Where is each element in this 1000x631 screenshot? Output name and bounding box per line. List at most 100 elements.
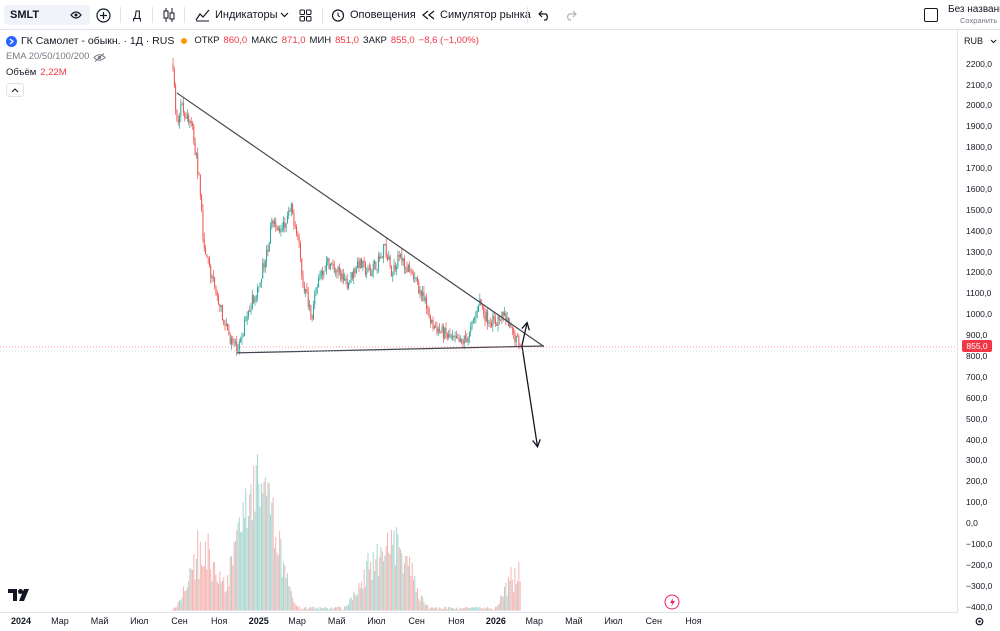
lightning-icon[interactable] (664, 594, 680, 610)
candle-body (195, 153, 197, 156)
volume-bar (419, 601, 421, 611)
candle-body (485, 311, 487, 322)
redo-button[interactable] (564, 0, 577, 30)
volume-bar (415, 591, 417, 611)
save-button[interactable]: Сохранить (960, 16, 998, 25)
price-tick-label: −100,0 (966, 538, 993, 549)
time-axis[interactable]: 2024 Мар Май Июл Сен Ноя 2025 Мар Май Июл Сен Ноя 20… (0, 612, 957, 631)
gear-icon[interactable] (974, 616, 985, 627)
volume-bar (463, 608, 465, 611)
price-tick-label: 1000,0 (966, 309, 992, 320)
volume-bar (197, 530, 199, 611)
indicators-dropdown[interactable] (280, 0, 289, 30)
arrow-line[interactable] (521, 345, 539, 447)
volume-label[interactable]: Объём (6, 67, 37, 78)
candle-body (483, 307, 485, 315)
replay-button[interactable]: Симулятор рынка (422, 0, 531, 30)
candle-body (367, 267, 369, 273)
volume-bar (511, 579, 513, 611)
candle-body (198, 173, 200, 176)
candle-body (219, 304, 221, 308)
collapse-legend-button[interactable] (6, 83, 24, 97)
alerts-button[interactable]: Оповещения (331, 0, 416, 30)
candle-body (315, 288, 317, 294)
volume-bar (478, 608, 480, 611)
price-tick-label: 300,0 (966, 455, 988, 466)
candle-body (346, 278, 348, 288)
volume-bar (457, 609, 459, 611)
time-tick-label: Май (90, 616, 109, 626)
high-label: МАКС (251, 35, 278, 46)
trendline[interactable] (176, 92, 545, 348)
arrow-line[interactable] (521, 322, 528, 346)
volume-bar (396, 527, 398, 611)
open-label: ОТКР (194, 35, 220, 46)
volume-bar (400, 549, 402, 611)
candle-body (461, 338, 463, 342)
volume-bar (342, 609, 344, 611)
candle-body (182, 103, 184, 113)
candle-body (372, 263, 374, 273)
volume-bar (510, 567, 512, 611)
candle-body (333, 263, 335, 272)
undo-button[interactable] (538, 0, 551, 30)
volume-bar (299, 609, 301, 611)
volume-bar (375, 559, 377, 611)
tradingview-logo[interactable] (8, 588, 30, 606)
price-chart[interactable] (0, 30, 957, 612)
volume-bar (315, 607, 317, 611)
candle-body (405, 267, 407, 269)
candle-body (444, 328, 446, 339)
candle-body (411, 272, 413, 275)
volume-bar (173, 607, 175, 611)
candle-body (242, 335, 244, 337)
candle-body (228, 330, 230, 336)
symbol-search-button[interactable]: SMLT (4, 5, 90, 25)
candle-body (290, 204, 292, 212)
candle-body (241, 336, 243, 340)
volume-bar (314, 609, 316, 611)
volume-bar (198, 578, 200, 611)
candle-body (496, 324, 498, 326)
volume-bar (316, 608, 318, 611)
eye-hidden-icon[interactable] (93, 52, 107, 62)
volume-bar (484, 607, 486, 611)
legend-title[interactable]: ГК Самолет - обыкн. · 1Д · RUS (21, 35, 175, 47)
volume-bar (206, 569, 208, 611)
symbol-logo-icon (6, 35, 17, 47)
candle-body (257, 287, 259, 296)
volume-bar (223, 577, 225, 611)
chart-type-button[interactable] (162, 0, 176, 30)
layout-checkbox[interactable] (924, 0, 938, 30)
volume-bar (188, 580, 190, 611)
interval-button[interactable]: Д (133, 8, 142, 22)
price-axis[interactable]: RUB 2200,0 2100,0 2000,0 1900,0 1800,0 1700,0… (957, 30, 1000, 613)
chevron-down-icon[interactable] (990, 39, 997, 44)
candle-body (375, 261, 377, 270)
volume-bar (359, 587, 361, 611)
ema-indicator-label[interactable]: EMA 20/50/100/200 (6, 51, 90, 62)
candle-body (383, 244, 385, 258)
volume-bar (212, 562, 214, 611)
volume-bar (312, 606, 314, 611)
volume-bar (249, 494, 251, 611)
volume-bar (519, 581, 521, 611)
indicators-button[interactable]: Индикаторы (195, 0, 278, 30)
volume-bar (480, 608, 482, 611)
candle-body (410, 268, 412, 273)
layout-name[interactable]: Без названи (948, 4, 1000, 15)
volume-bar (231, 555, 233, 611)
currency-button[interactable]: RUB (964, 36, 984, 46)
candle-body (270, 227, 272, 243)
volume-bar (267, 482, 269, 611)
candle-body (299, 243, 301, 259)
volume-bar (245, 488, 247, 611)
layouts-button[interactable] (299, 0, 312, 30)
add-symbol-button[interactable] (96, 0, 111, 30)
volume-bar (281, 577, 283, 611)
compare-symbol-icon[interactable] (70, 9, 82, 21)
candle-body (197, 153, 199, 174)
candle-body (363, 261, 365, 264)
volume-bar (254, 511, 256, 611)
candle-body (390, 266, 392, 277)
